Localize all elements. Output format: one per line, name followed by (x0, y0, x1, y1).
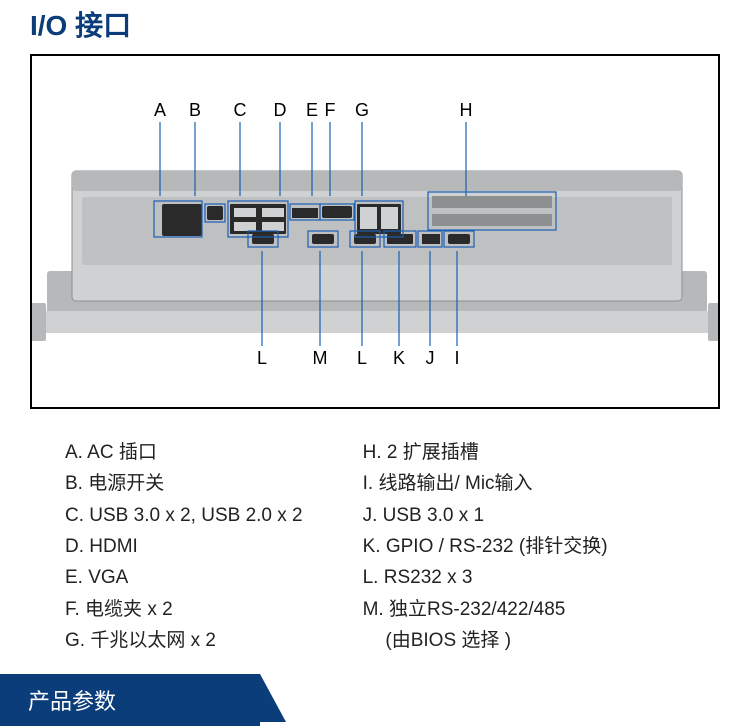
io-diagram: A B C DEFG H L M L K JI (30, 54, 720, 409)
legend-item: B. 电源开关 (65, 468, 303, 499)
svg-text:I: I (454, 348, 459, 368)
legend-left-col: A. AC 插口B. 电源开关C. USB 3.0 x 2, USB 2.0 x… (65, 437, 303, 656)
legend-item: (由BIOS 选择 ) (363, 625, 608, 656)
legend-item: I. 线路输出/ Mic输入 (363, 468, 608, 499)
legend-item: H. 2 扩展插槽 (363, 437, 608, 468)
svg-text:G: G (355, 100, 369, 120)
svg-text:H: H (460, 100, 473, 120)
legend-item: A. AC 插口 (65, 437, 303, 468)
svg-text:A: A (154, 100, 166, 120)
svg-text:M: M (313, 348, 328, 368)
legend-item: F. 电缆夹 x 2 (65, 594, 303, 625)
legend-item: E. VGA (65, 562, 303, 593)
legend: A. AC 插口B. 电源开关C. USB 3.0 x 2, USB 2.0 x… (0, 409, 750, 674)
spec-banner: 产品参数 (0, 674, 260, 726)
legend-item: J. USB 3.0 x 1 (363, 500, 608, 531)
svg-text:D: D (274, 100, 287, 120)
io-diagram-svg: A B C DEFG H L M L K JI (32, 56, 718, 407)
legend-item: L. RS232 x 3 (363, 562, 608, 593)
legend-item: K. GPIO / RS-232 (排针交换) (363, 531, 608, 562)
svg-text:E: E (306, 100, 318, 120)
legend-right-col: H. 2 扩展插槽I. 线路输出/ Mic输入J. USB 3.0 x 1K. … (363, 437, 608, 656)
svg-text:B: B (189, 100, 201, 120)
svg-text:L: L (257, 348, 267, 368)
svg-text:C: C (234, 100, 247, 120)
svg-text:L: L (357, 348, 367, 368)
legend-item: D. HDMI (65, 531, 303, 562)
svg-text:K: K (393, 348, 405, 368)
legend-item: C. USB 3.0 x 2, USB 2.0 x 2 (65, 500, 303, 531)
svg-text:J: J (426, 348, 435, 368)
svg-text:F: F (325, 100, 336, 120)
legend-item: G. 千兆以太网 x 2 (65, 625, 303, 656)
legend-item: M. 独立RS-232/422/485 (363, 594, 608, 625)
section-title: I/O 接口 (0, 0, 750, 54)
